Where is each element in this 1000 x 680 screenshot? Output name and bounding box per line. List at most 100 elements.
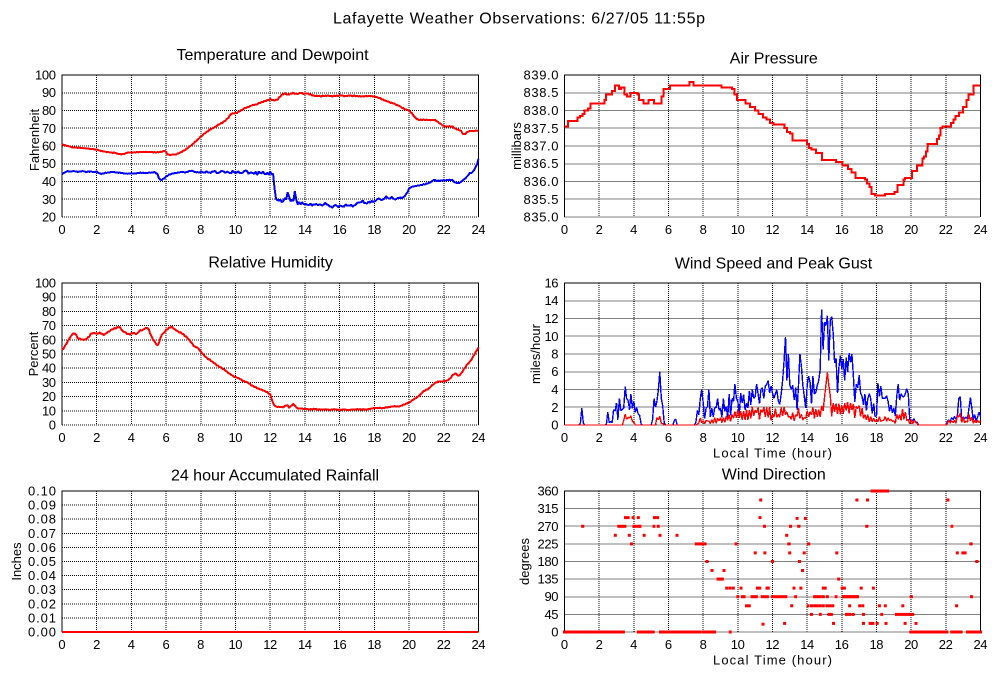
svg-text:4: 4 bbox=[128, 222, 135, 237]
svg-text:100: 100 bbox=[35, 68, 56, 83]
svg-text:0.00: 0.00 bbox=[28, 625, 56, 640]
svg-text:4: 4 bbox=[551, 382, 558, 397]
svg-text:6: 6 bbox=[162, 222, 169, 237]
svg-text:Lafayette Weather Observations: Lafayette Weather Observations: 6/27/05 … bbox=[333, 11, 705, 28]
svg-text:14: 14 bbox=[298, 222, 312, 237]
svg-text:20: 20 bbox=[402, 430, 416, 445]
svg-text:Air Pressure: Air Pressure bbox=[730, 51, 818, 68]
svg-text:839.0: 839.0 bbox=[524, 68, 559, 83]
svg-text:6: 6 bbox=[162, 637, 169, 652]
svg-text:60: 60 bbox=[42, 139, 56, 154]
svg-text:835.0: 835.0 bbox=[524, 210, 559, 225]
svg-text:70: 70 bbox=[42, 318, 56, 333]
svg-text:100: 100 bbox=[35, 276, 56, 291]
svg-text:0.01: 0.01 bbox=[28, 610, 56, 625]
svg-text:30: 30 bbox=[42, 192, 56, 207]
svg-text:0: 0 bbox=[58, 222, 65, 237]
svg-text:18: 18 bbox=[367, 222, 381, 237]
svg-text:2: 2 bbox=[551, 400, 558, 415]
svg-text:0.10: 0.10 bbox=[28, 484, 56, 499]
svg-text:4: 4 bbox=[128, 430, 135, 445]
svg-text:2: 2 bbox=[596, 222, 603, 237]
svg-text:12: 12 bbox=[766, 430, 780, 445]
svg-text:4: 4 bbox=[128, 637, 135, 652]
svg-text:12: 12 bbox=[766, 637, 780, 652]
svg-text:0: 0 bbox=[58, 430, 65, 445]
svg-text:14: 14 bbox=[800, 222, 814, 237]
svg-text:90: 90 bbox=[545, 589, 559, 604]
svg-text:0: 0 bbox=[561, 430, 568, 445]
svg-text:10: 10 bbox=[229, 222, 243, 237]
svg-text:Local Time (hour): Local Time (hour) bbox=[713, 446, 832, 461]
svg-text:2: 2 bbox=[93, 430, 100, 445]
svg-text:20: 20 bbox=[42, 210, 56, 225]
svg-text:360: 360 bbox=[538, 484, 559, 499]
svg-text:14: 14 bbox=[298, 637, 312, 652]
svg-text:4: 4 bbox=[630, 222, 637, 237]
svg-text:degrees: degrees bbox=[517, 538, 532, 585]
svg-text:30: 30 bbox=[42, 375, 56, 390]
svg-text:Percent: Percent bbox=[26, 331, 41, 376]
svg-text:14: 14 bbox=[800, 637, 814, 652]
svg-text:8: 8 bbox=[700, 430, 707, 445]
svg-text:8: 8 bbox=[197, 637, 204, 652]
svg-text:4: 4 bbox=[630, 637, 637, 652]
svg-text:2: 2 bbox=[596, 637, 603, 652]
svg-text:20: 20 bbox=[904, 430, 918, 445]
svg-text:18: 18 bbox=[870, 430, 884, 445]
svg-text:6: 6 bbox=[162, 430, 169, 445]
svg-text:8: 8 bbox=[700, 222, 707, 237]
svg-text:0: 0 bbox=[561, 637, 568, 652]
svg-text:50: 50 bbox=[42, 347, 56, 362]
svg-text:838.5: 838.5 bbox=[524, 85, 559, 100]
svg-text:Wind Direction: Wind Direction bbox=[722, 467, 826, 484]
svg-text:millibars: millibars bbox=[509, 122, 524, 170]
svg-text:0.08: 0.08 bbox=[28, 512, 56, 527]
svg-text:10: 10 bbox=[545, 329, 559, 344]
svg-text:8: 8 bbox=[551, 347, 558, 362]
svg-text:12: 12 bbox=[263, 222, 277, 237]
svg-text:60: 60 bbox=[42, 332, 56, 347]
svg-text:0.05: 0.05 bbox=[28, 554, 56, 569]
svg-text:0.09: 0.09 bbox=[28, 498, 56, 513]
svg-text:225: 225 bbox=[538, 536, 559, 551]
svg-text:180: 180 bbox=[538, 554, 559, 569]
svg-text:8: 8 bbox=[700, 637, 707, 652]
svg-text:135: 135 bbox=[538, 572, 559, 587]
svg-text:20: 20 bbox=[402, 637, 416, 652]
svg-text:0.02: 0.02 bbox=[28, 596, 56, 611]
svg-text:838.0: 838.0 bbox=[524, 103, 559, 118]
svg-text:50: 50 bbox=[42, 156, 56, 171]
svg-text:Local Time (hour): Local Time (hour) bbox=[713, 653, 832, 668]
svg-text:90: 90 bbox=[42, 85, 56, 100]
svg-text:6: 6 bbox=[665, 637, 672, 652]
svg-text:0.03: 0.03 bbox=[28, 582, 56, 597]
svg-text:16: 16 bbox=[333, 637, 347, 652]
svg-text:40: 40 bbox=[42, 174, 56, 189]
svg-text:10: 10 bbox=[731, 222, 745, 237]
svg-text:24 hour Accumulated Rainfall: 24 hour Accumulated Rainfall bbox=[171, 468, 379, 485]
svg-text:10: 10 bbox=[42, 403, 56, 418]
svg-text:24: 24 bbox=[472, 637, 486, 652]
svg-text:20: 20 bbox=[42, 389, 56, 404]
svg-text:18: 18 bbox=[367, 430, 381, 445]
svg-text:Wind Speed and Peak Gust: Wind Speed and Peak Gust bbox=[675, 256, 873, 273]
svg-text:0: 0 bbox=[561, 222, 568, 237]
svg-text:24: 24 bbox=[974, 430, 988, 445]
svg-text:18: 18 bbox=[367, 637, 381, 652]
svg-text:270: 270 bbox=[538, 519, 559, 534]
svg-text:6: 6 bbox=[665, 430, 672, 445]
svg-text:Inches: Inches bbox=[9, 542, 24, 581]
svg-text:22: 22 bbox=[939, 637, 953, 652]
svg-text:0.04: 0.04 bbox=[28, 568, 56, 583]
svg-text:836.5: 836.5 bbox=[524, 156, 559, 171]
svg-text:18: 18 bbox=[870, 637, 884, 652]
svg-text:miles/hour: miles/hour bbox=[528, 323, 543, 384]
svg-text:2: 2 bbox=[596, 430, 603, 445]
svg-text:0: 0 bbox=[551, 418, 558, 433]
svg-text:80: 80 bbox=[42, 103, 56, 118]
svg-text:22: 22 bbox=[437, 222, 451, 237]
svg-text:90: 90 bbox=[42, 290, 56, 305]
svg-text:20: 20 bbox=[904, 222, 918, 237]
svg-text:4: 4 bbox=[630, 430, 637, 445]
